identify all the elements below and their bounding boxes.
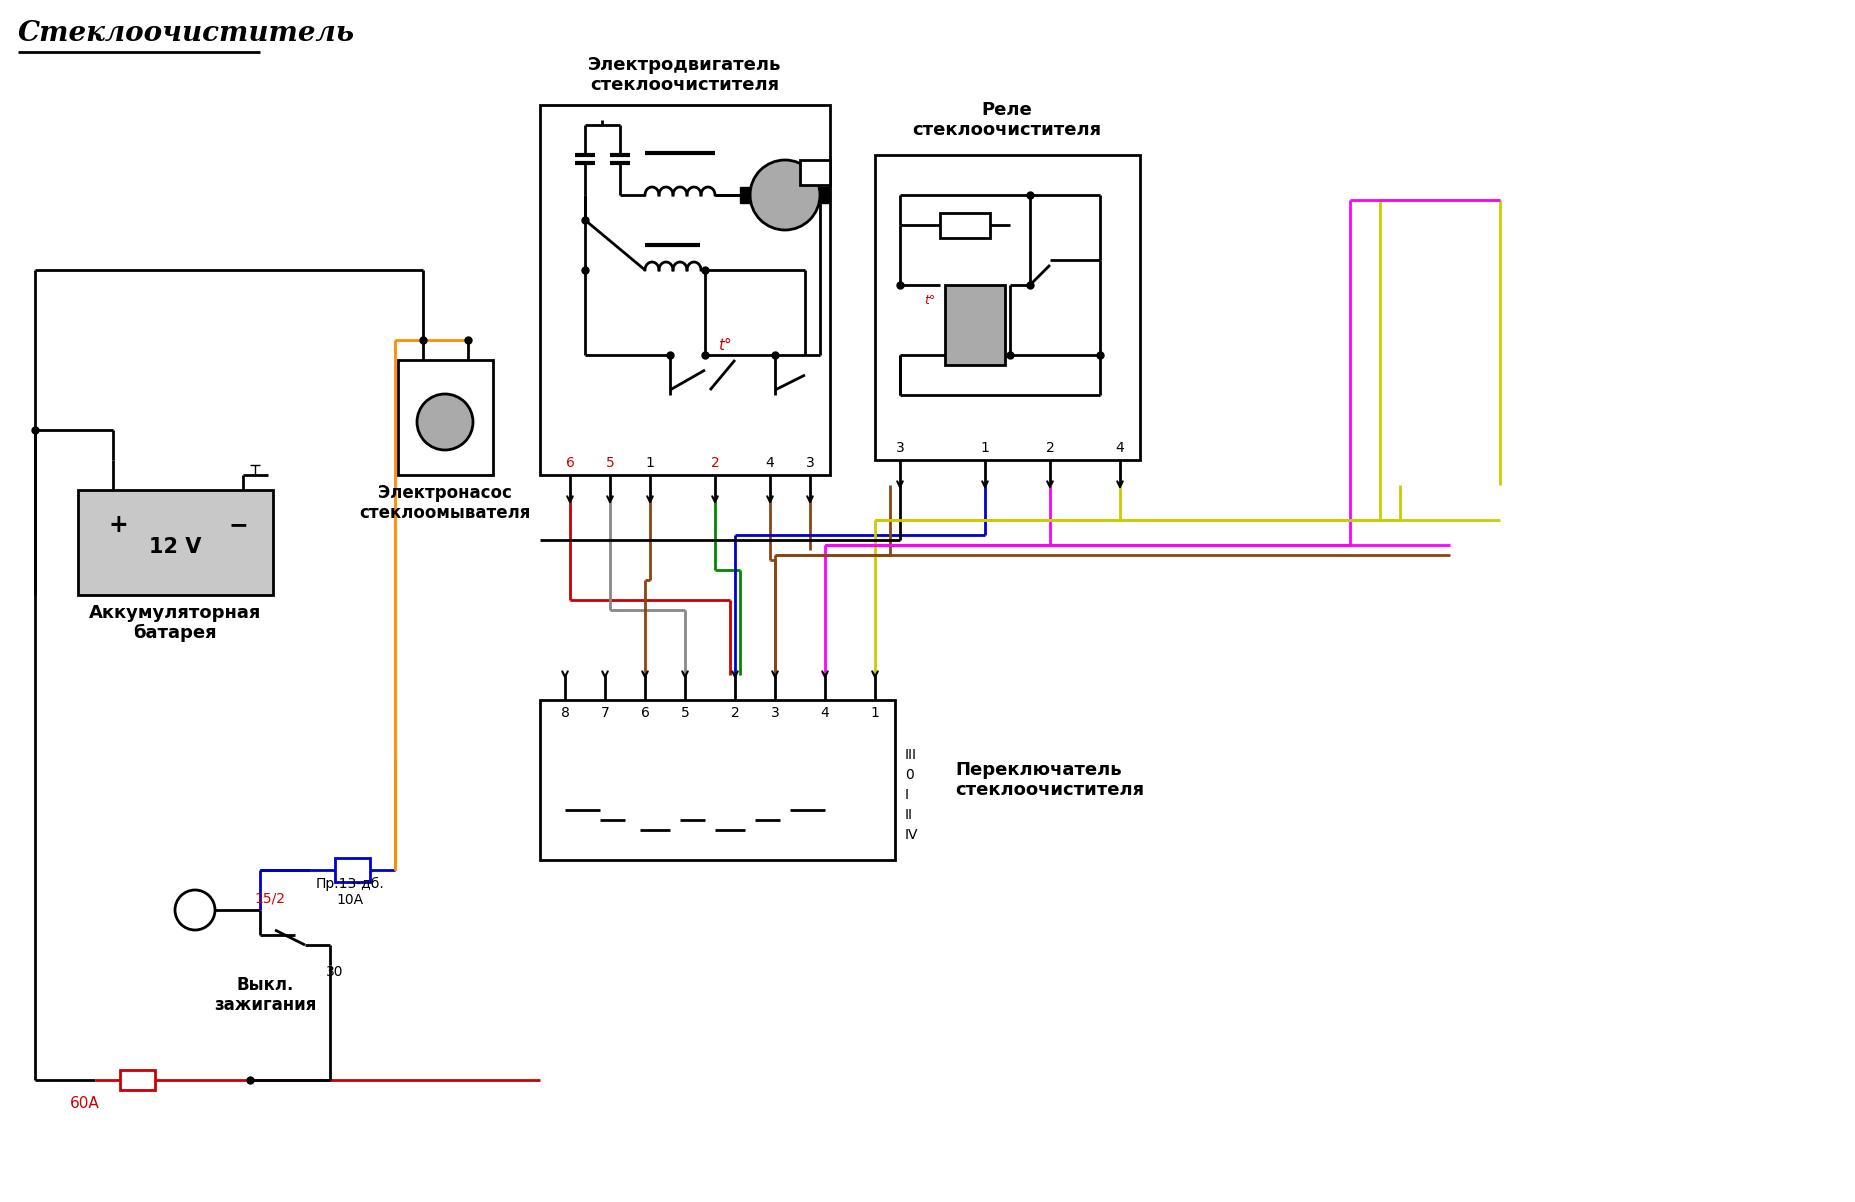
Text: Электродвигатель
стеклоочистителя: Электродвигатель стеклоочистителя: [588, 55, 781, 95]
Bar: [336, 858, 369, 882]
Text: 6: 6: [640, 706, 649, 720]
Text: I: I: [905, 789, 909, 802]
Bar: [820, 188, 829, 203]
Text: 7: 7: [601, 706, 610, 720]
Bar: [399, 361, 493, 475]
Text: Переключатель
стеклоочистителя: Переключатель стеклоочистителя: [955, 761, 1145, 799]
Bar: [944, 285, 1005, 365]
Circle shape: [417, 394, 473, 450]
Text: 2: 2: [710, 456, 720, 470]
Text: 5: 5: [605, 456, 614, 470]
Bar: [540, 105, 829, 475]
Bar: [540, 700, 894, 859]
Text: 5: 5: [681, 706, 690, 720]
Bar: [740, 188, 749, 203]
Text: Реле
стеклоочистителя: Реле стеклоочистителя: [913, 101, 1102, 139]
Text: 2: 2: [1046, 441, 1054, 456]
Text: 6: 6: [566, 456, 575, 470]
Text: 4: 4: [820, 706, 829, 720]
Text: 12 V: 12 V: [148, 537, 200, 557]
Text: IV: IV: [905, 828, 918, 841]
Bar: [121, 1070, 156, 1090]
Text: +: +: [108, 513, 128, 537]
Text: 0: 0: [905, 768, 915, 783]
Text: Пр.13-дб.
10А: Пр.13-дб. 10А: [315, 876, 384, 908]
Circle shape: [174, 889, 215, 930]
Text: 1: 1: [870, 706, 879, 720]
Text: t°: t°: [924, 293, 935, 307]
Text: III: III: [905, 748, 916, 762]
Text: 4: 4: [766, 456, 774, 470]
Text: 2: 2: [731, 706, 740, 720]
Text: 8: 8: [560, 706, 569, 720]
Text: 1: 1: [981, 441, 989, 456]
Text: 30: 30: [326, 965, 343, 978]
Bar: [876, 155, 1141, 460]
Text: 4: 4: [1115, 441, 1124, 456]
Bar: [78, 490, 273, 595]
Text: t°: t°: [718, 338, 733, 352]
Text: Аккумуляторная
батарея: Аккумуляторная батарея: [89, 603, 262, 643]
Text: 1: 1: [646, 456, 655, 470]
Text: Выкл.
зажигания: Выкл. зажигания: [213, 976, 315, 1014]
Text: 15/2: 15/2: [254, 891, 286, 905]
Text: 3: 3: [805, 456, 814, 470]
Text: 3: 3: [896, 441, 905, 456]
Text: Стеклоочиститель: Стеклоочиститель: [19, 20, 354, 47]
Text: II: II: [905, 808, 913, 822]
Text: 60А: 60А: [70, 1095, 100, 1111]
Text: Электронасос
стеклоомывателя: Электронасос стеклоомывателя: [360, 483, 531, 523]
Text: 3: 3: [770, 706, 779, 720]
Text: −: −: [228, 513, 249, 537]
Bar: [800, 160, 829, 185]
Bar: [940, 213, 991, 238]
Circle shape: [749, 160, 820, 230]
